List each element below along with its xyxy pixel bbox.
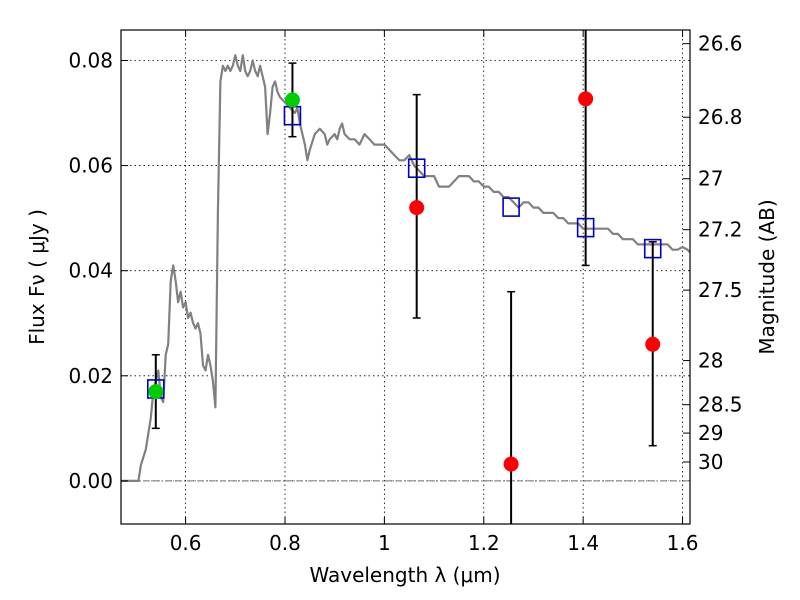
x-tick-label: 1.2 [468, 531, 500, 555]
nondetection-point [645, 336, 661, 352]
right-tick-label: 30 [698, 450, 723, 474]
observed-photometry [148, 91, 661, 472]
y-axis-ticks: 0.00 0.02 0.04 0.06 0.08 [68, 48, 128, 493]
x-axis-ticks: 0.6 0.8 1 1.2 1.4 1.6 [170, 30, 699, 555]
right-tick-label: 27.2 [698, 218, 743, 242]
detection-point [284, 92, 300, 108]
plot-frame [120, 29, 691, 525]
model-photometry-square [407, 158, 426, 179]
nondetection-point [578, 91, 594, 107]
y-tick-label: 0.06 [68, 154, 113, 178]
model-photometry-square [576, 217, 595, 238]
y-axis-label: Flux Fν ( μJy ) [25, 209, 49, 345]
right-tick-label: 26.6 [698, 32, 743, 56]
x-tick-label: 0.8 [269, 531, 301, 555]
grid [121, 30, 690, 524]
right-tick-label: 27.5 [698, 278, 743, 302]
x-axis-label: Wavelength λ (μm) [309, 563, 500, 587]
y-tick-label: 0.04 [68, 259, 113, 283]
right-axis-label: Magnitude (AB) [755, 199, 779, 354]
model-photometry-square [643, 238, 662, 259]
y-tick-label: 0.00 [68, 469, 113, 493]
x-tick-label: 0.6 [170, 531, 202, 555]
model-photometry [146, 105, 662, 399]
x-tick-label: 1.4 [567, 531, 599, 555]
right-axis-ticks: 26.6 26.8 27 27.2 27.5 28 28.5 29 30 [683, 32, 743, 474]
model-sed-line [121, 54, 691, 482]
model-sed-layer [121, 54, 691, 482]
y-tick-label: 0.02 [68, 364, 113, 388]
x-tick-label: 1 [378, 531, 391, 555]
right-tick-label: 28.5 [698, 393, 743, 417]
detection-point [148, 384, 164, 400]
model-photometry-square [502, 197, 520, 217]
right-tick-label: 29 [698, 421, 723, 445]
right-tick-label: 26.8 [698, 105, 743, 129]
right-tick-label: 28 [698, 349, 723, 373]
right-tick-label: 27 [698, 167, 723, 191]
x-tick-label: 1.6 [667, 531, 699, 555]
nondetection-point [503, 456, 519, 472]
nondetection-point [409, 200, 425, 216]
y-tick-label: 0.08 [68, 48, 113, 72]
